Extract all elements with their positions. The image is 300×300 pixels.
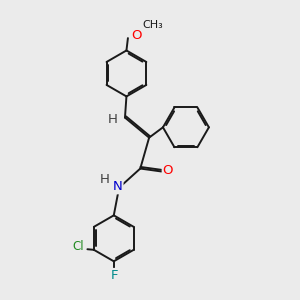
Text: CH₃: CH₃	[142, 20, 163, 30]
Text: Cl: Cl	[72, 240, 83, 253]
Text: H: H	[99, 173, 109, 186]
Text: N: N	[113, 180, 122, 193]
Text: F: F	[111, 269, 118, 282]
Text: H: H	[108, 113, 118, 127]
Text: O: O	[131, 29, 142, 42]
Text: O: O	[163, 164, 173, 177]
